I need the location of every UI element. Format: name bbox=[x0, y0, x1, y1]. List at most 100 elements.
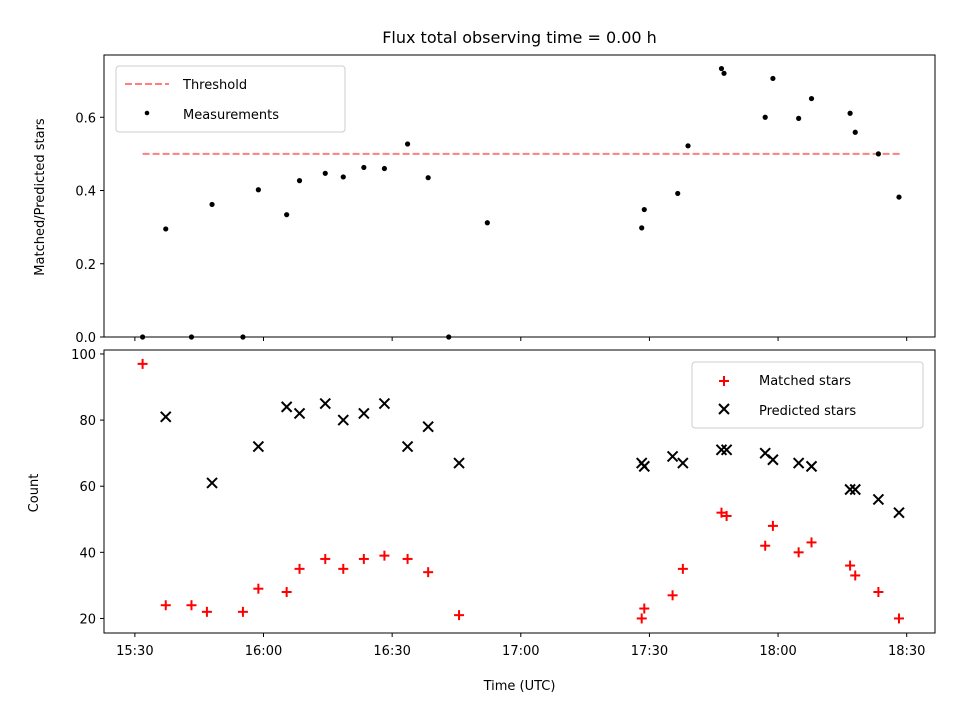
bottom-y-axis-label: Count bbox=[27, 474, 42, 513]
top-legend-box bbox=[115, 65, 346, 133]
measurement-point bbox=[685, 143, 691, 149]
matched-star-point bbox=[716, 507, 727, 518]
top-y-tick-label: 0.2 bbox=[75, 258, 96, 273]
predicted-star-point bbox=[252, 440, 265, 453]
bottom-x-tick-label: 15:30 bbox=[116, 644, 153, 659]
predicted-star-point bbox=[872, 493, 885, 506]
bottom-x-tick-label: 16:00 bbox=[245, 644, 282, 659]
matched-star-point bbox=[253, 583, 264, 594]
matched-star-point bbox=[845, 560, 856, 571]
measurement-point bbox=[639, 225, 645, 231]
predicted-star-point bbox=[206, 477, 218, 489]
bottom-x-tick-label: 17:30 bbox=[631, 644, 668, 659]
bottom-x-tick-label: 18:30 bbox=[888, 644, 925, 659]
measurement-point bbox=[255, 187, 261, 193]
matched-star-point bbox=[402, 553, 413, 564]
x-axis-label: Time (UTC) bbox=[483, 679, 556, 694]
bottom-legend-predicted-swatch bbox=[718, 403, 730, 415]
measurement-point bbox=[340, 174, 346, 180]
chart-title: Flux total observing time = 0.00 h bbox=[382, 28, 657, 47]
matched-star-point bbox=[677, 563, 688, 574]
measurement-point bbox=[361, 164, 367, 171]
measurement-point bbox=[425, 175, 431, 181]
predicted-star-point bbox=[844, 483, 856, 496]
top-x-axis-ticks bbox=[134, 337, 908, 341]
bottom-x-axis-ticks: 15:30 16:00 16:30 17:00 17:30 18:00 18:30 bbox=[116, 633, 925, 659]
matched-star-point bbox=[850, 570, 861, 581]
predicted-star-point bbox=[677, 457, 689, 469]
top-axes-frame bbox=[103, 54, 936, 338]
predicted-star-point bbox=[893, 506, 905, 519]
bottom-plot-marks bbox=[137, 358, 905, 624]
bottom-y-tick-label: 20 bbox=[79, 612, 96, 627]
matched-star-point bbox=[281, 587, 292, 598]
measurement-point bbox=[847, 110, 853, 116]
bottom-x-tick-label: 17:00 bbox=[502, 644, 539, 659]
bottom-legend-matched-swatch bbox=[719, 376, 729, 386]
matched-star-point bbox=[137, 358, 148, 369]
top-plot-marks bbox=[139, 65, 902, 340]
predicted-star-point bbox=[401, 440, 414, 453]
predicted-star-point bbox=[849, 483, 861, 496]
measurement-point bbox=[296, 178, 303, 184]
matched-star-point bbox=[358, 553, 369, 564]
predicted-star-point bbox=[792, 457, 805, 469]
bottom-panel: 20 40 60 80 100 15:30 16:00 16:30 17:00 17:30 18:… bbox=[27, 348, 936, 694]
measurement-point bbox=[796, 115, 802, 121]
top-y-tick-label: 0.6 bbox=[75, 111, 96, 126]
predicted-star-point bbox=[715, 444, 728, 456]
predicted-star-point bbox=[293, 407, 306, 420]
matched-star-point bbox=[767, 520, 778, 531]
matched-star-point bbox=[294, 563, 305, 574]
predicted-star-point bbox=[358, 407, 370, 420]
measurement-point bbox=[381, 165, 388, 172]
matched-star-point bbox=[201, 606, 212, 617]
top-legend: Threshold Measurements bbox=[115, 65, 346, 133]
bottom-y-tick-label: 100 bbox=[71, 348, 96, 363]
measurement-point bbox=[284, 212, 290, 218]
top-panel: 0.0 0.2 0.4 0.6 Matched/Predicted stars Thr… bbox=[33, 54, 936, 346]
bottom-x-tick-label: 16:30 bbox=[373, 644, 410, 659]
matched-star-point bbox=[806, 537, 817, 548]
matched-star-point bbox=[893, 613, 904, 624]
measurement-point bbox=[163, 226, 169, 232]
bottom-y-tick-label: 60 bbox=[79, 480, 96, 495]
matched-star-point bbox=[160, 600, 171, 611]
predicted-star-point bbox=[666, 450, 679, 463]
predicted-star-point bbox=[638, 460, 650, 473]
bottom-y-tick-label: 40 bbox=[79, 546, 96, 561]
measurement-point bbox=[322, 170, 328, 176]
bottom-legend-predicted-label: Predicted stars bbox=[759, 404, 856, 419]
measurement-point bbox=[641, 206, 647, 213]
measurement-point bbox=[770, 75, 776, 82]
measurement-point bbox=[675, 190, 681, 197]
top-y-axis-label: Matched/Predicted stars bbox=[33, 118, 48, 276]
top-y-axis-ticks: 0.0 0.2 0.4 0.6 bbox=[75, 111, 104, 346]
measurement-point bbox=[209, 201, 215, 208]
matched-star-point bbox=[186, 600, 197, 611]
measurement-point bbox=[718, 65, 725, 72]
predicted-star-point bbox=[422, 420, 434, 433]
bottom-x-tick-label: 18:00 bbox=[759, 644, 796, 659]
predicted-star-point bbox=[767, 454, 779, 466]
matched-star-point bbox=[667, 590, 678, 601]
matched-star-point bbox=[320, 553, 331, 564]
matched-star-point bbox=[454, 610, 465, 621]
bottom-legend: Matched stars Predicted stars bbox=[691, 361, 924, 429]
measurement-point bbox=[762, 114, 768, 120]
top-legend-threshold-label: Threshold bbox=[182, 78, 247, 93]
predicted-star-point bbox=[453, 457, 465, 469]
top-legend-measurements-label: Measurements bbox=[183, 108, 279, 123]
measurement-point bbox=[721, 70, 727, 76]
measurement-point bbox=[896, 194, 902, 200]
matched-star-point bbox=[793, 547, 804, 558]
bottom-axes-frame bbox=[103, 349, 936, 634]
matched-star-point bbox=[760, 540, 771, 551]
predicted-star-point bbox=[378, 397, 391, 410]
matched-star-point bbox=[873, 587, 884, 598]
measurement-point bbox=[404, 141, 411, 147]
top-y-tick-label: 0.0 bbox=[75, 331, 96, 346]
predicted-star-point bbox=[720, 444, 733, 456]
predicted-star-point bbox=[319, 397, 331, 410]
